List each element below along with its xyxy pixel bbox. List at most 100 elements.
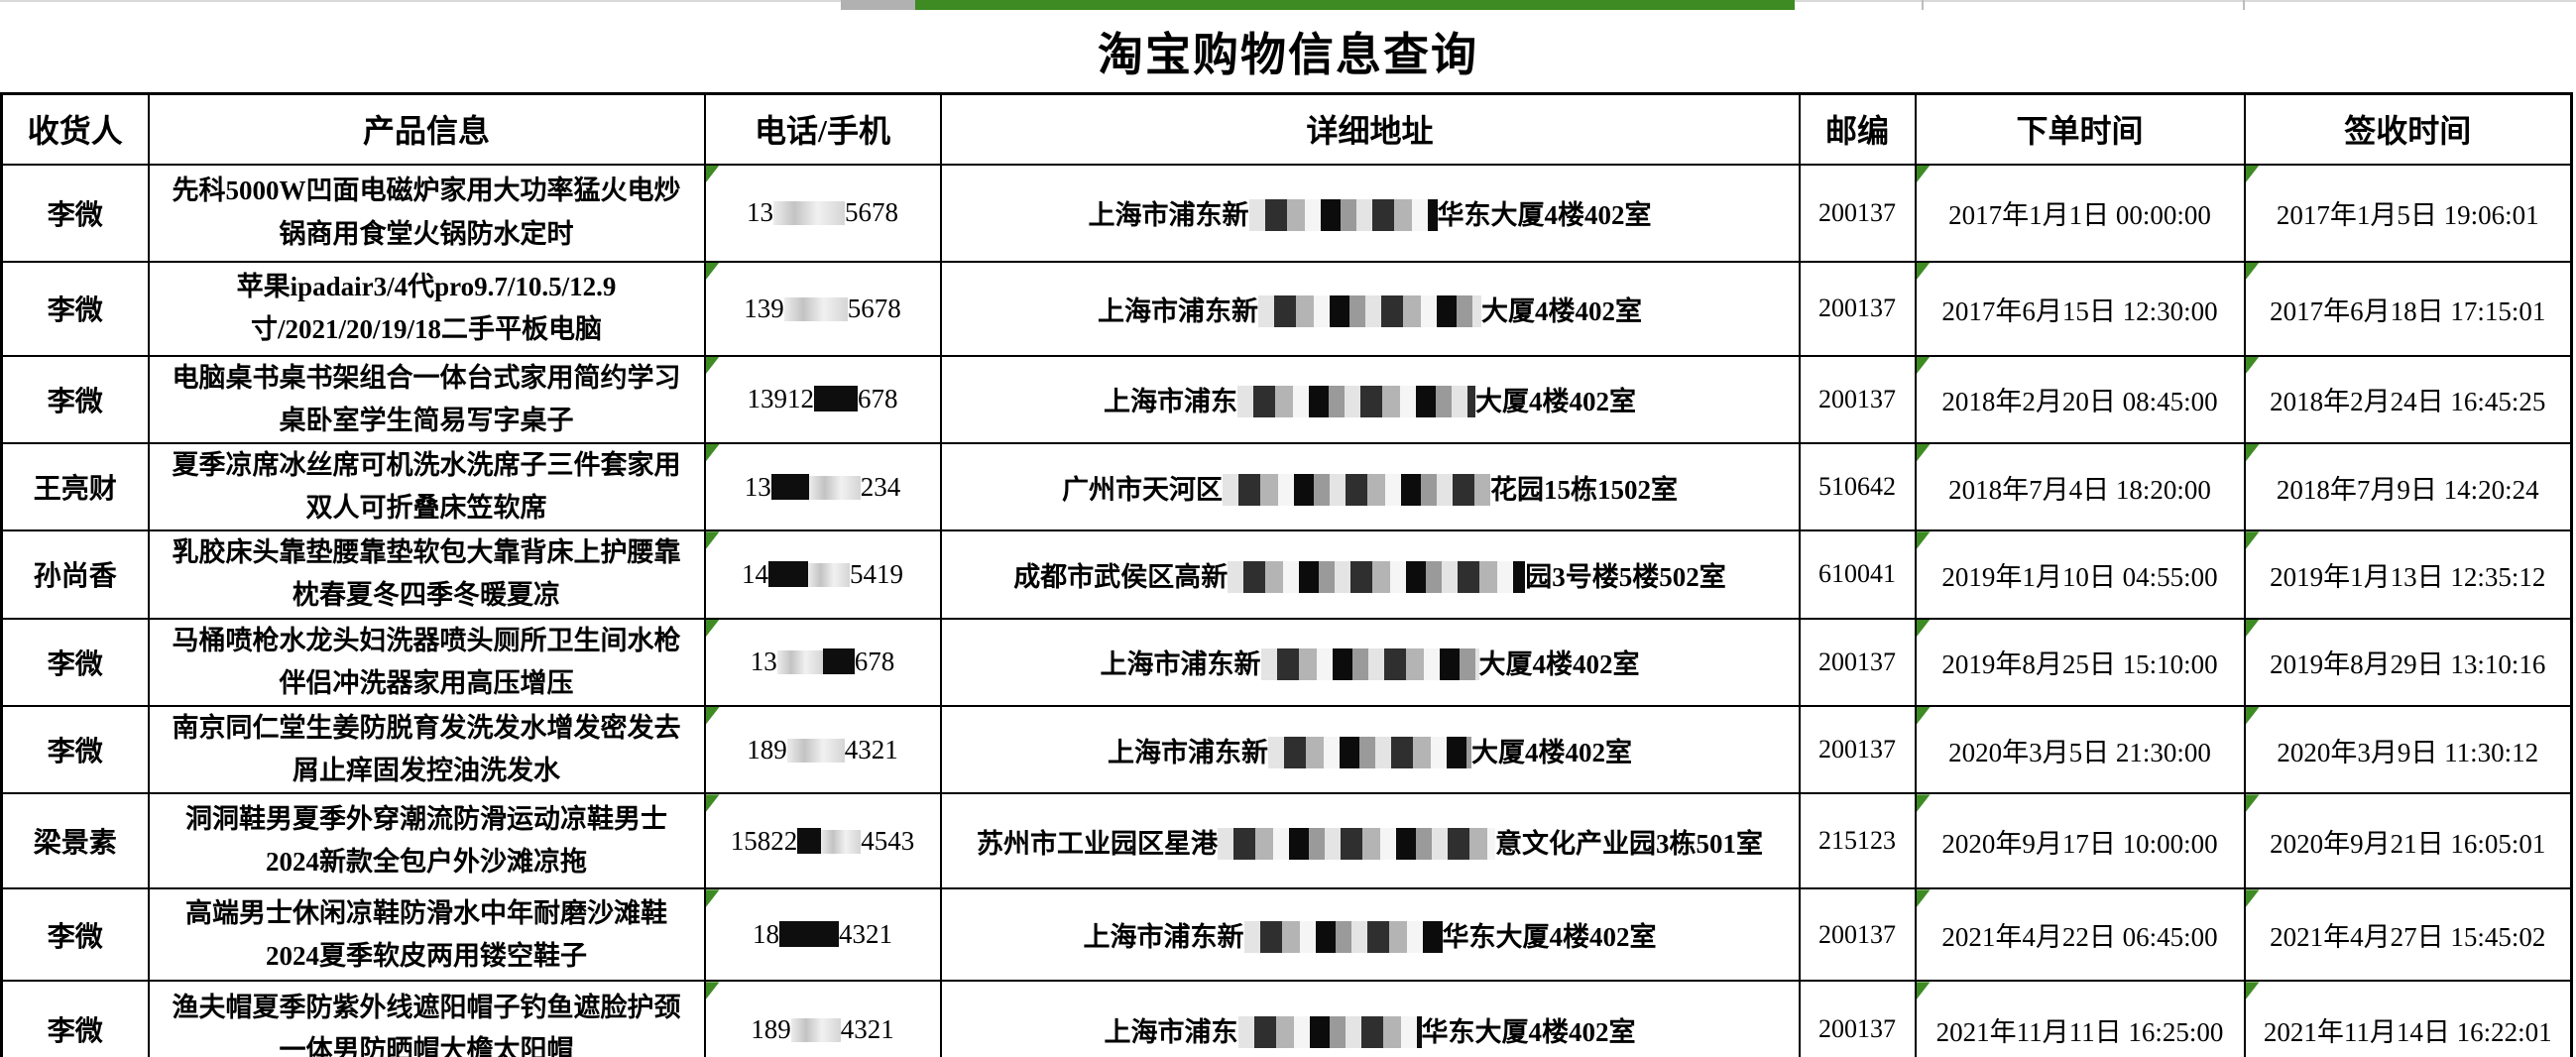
cell-name[interactable]: 孙尚香 <box>0 529 150 620</box>
green-triangle-icon <box>706 708 720 725</box>
cell-address[interactable]: 上海市浦东新 华东大厦4楼402室 <box>939 163 1801 263</box>
cell-sign[interactable]: 2018年2月24日 16:45:25 <box>2243 354 2573 444</box>
cell-sign[interactable]: 2021年11月14日 16:22:01 <box>2243 980 2573 1057</box>
cell-order[interactable]: 2017年6月15日 12:30:00 <box>1914 260 2246 357</box>
cell-sign[interactable]: 2021年4月27日 15:45:02 <box>2243 887 2573 983</box>
cell-product[interactable]: 电脑桌书桌书架组合一体台式家用简约学习桌卧室学生简易写字桌子 <box>147 354 706 444</box>
cell-address[interactable]: 上海市浦东 华东大厦4楼402室 <box>939 980 1801 1057</box>
title-row: 淘宝购物信息查询 <box>0 10 2576 92</box>
cell-address[interactable]: 上海市浦东 大厦4楼402室 <box>939 354 1801 444</box>
cell-order[interactable]: 2018年2月20日 08:45:00 <box>1914 354 2246 444</box>
green-triangle-icon <box>2246 532 2260 550</box>
cell-phone[interactable]: 13 678 <box>703 617 942 708</box>
cell-zip[interactable]: 200137 <box>1798 354 1917 444</box>
cell-order[interactable]: 2020年3月5日 21:30:00 <box>1914 704 2246 795</box>
cell-phone[interactable]: 139 5678 <box>703 260 942 357</box>
table-wrapper: 收货人 产品信息 电话/手机 详细地址 邮编 下单时间 签收时间 李微 先科5000W凹面电磁… <box>0 92 2576 1057</box>
cell-order[interactable]: 2017年1月1日 00:00:00 <box>1914 163 2246 263</box>
cell-address[interactable]: 上海市浦东新 大厦4楼402室 <box>939 260 1801 357</box>
cell-phone[interactable]: 18 4321 <box>703 887 942 983</box>
cell-zip[interactable]: 200137 <box>1798 704 1917 795</box>
cell-phone[interactable]: 13 234 <box>703 441 942 532</box>
redacted-block <box>797 827 822 854</box>
cell-phone[interactable]: 13912 678 <box>703 354 942 444</box>
cell-product[interactable]: 先科5000W凹面电磁炉家用大功率猛火电炒锅商用食堂火锅防水定时 <box>147 163 706 263</box>
green-triangle-icon <box>1917 444 1931 462</box>
top-strip <box>0 0 2576 10</box>
cell-order[interactable]: 2018年7月4日 18:20:00 <box>1914 441 2246 532</box>
cell-order[interactable]: 2020年9月17日 10:00:00 <box>1914 792 2246 890</box>
cell-address[interactable]: 广州市天河区 花园15栋1502室 <box>939 441 1801 532</box>
cell-product[interactable]: 夏季凉席冰丝席可机洗水洗席子三件套家用双人可折叠床笠软席 <box>147 441 706 532</box>
green-triangle-icon <box>2246 708 2260 725</box>
cell-phone[interactable]: 13 5678 <box>703 163 942 263</box>
cell-product[interactable]: 洞洞鞋男夏季外穿潮流防滑运动凉鞋男士2024新款全包户外沙滩凉拖 <box>147 792 706 890</box>
redacted-block <box>1258 294 1481 327</box>
cell-name[interactable]: 王亮财 <box>0 441 150 532</box>
visible-text: 139 <box>744 293 784 323</box>
cell-phone[interactable]: 14 5419 <box>703 529 942 620</box>
cell-product[interactable]: 马桶喷枪水龙头妇洗器喷头厕所卫生间水枪伴侣冲洗器家用高压增压 <box>147 617 706 708</box>
green-triangle-icon <box>1917 620 1931 638</box>
cell-product[interactable]: 苹果ipadair3/4代pro9.7/10.5/12.9寸/2021/20/1… <box>147 260 706 357</box>
cell-address[interactable]: 上海市浦东新 大厦4楼402室 <box>939 617 1801 708</box>
cell-order[interactable]: 2021年11月11日 16:25:00 <box>1914 980 2246 1057</box>
cell-address[interactable]: 苏州市工业园区星港 意文化产业园3栋501室 <box>939 792 1801 890</box>
top-green-bar <box>915 0 1795 10</box>
cell-sign[interactable]: 2020年9月21日 16:05:01 <box>2243 792 2573 890</box>
cell-zip[interactable]: 510642 <box>1798 441 1917 532</box>
cell-sign[interactable]: 2020年3月9日 11:30:12 <box>2243 704 2573 795</box>
cell-phone[interactable]: 189 4321 <box>703 704 942 795</box>
cell-name[interactable]: 李微 <box>0 704 150 795</box>
top-gray-block <box>841 0 915 10</box>
cell-product[interactable]: 渔夫帽夏季防紫外线遮阳帽子钓鱼遮脸护颈一体男防晒帽大檐太阳帽 <box>147 980 706 1057</box>
cell-phone[interactable]: 15822 4543 <box>703 792 942 890</box>
cell-sign[interactable]: 2018年7月9日 14:20:24 <box>2243 441 2573 532</box>
cell-zip[interactable]: 200137 <box>1798 260 1917 357</box>
visible-text: 广州市天河区 <box>1062 474 1223 505</box>
cell-address[interactable]: 成都市武侯区高新 园3号楼5楼502室 <box>939 529 1801 620</box>
cell-name[interactable]: 李微 <box>0 163 150 263</box>
header-product: 产品信息 <box>147 92 706 166</box>
cell-sign[interactable]: 2019年1月13日 12:35:12 <box>2243 529 2573 620</box>
cell-name[interactable]: 李微 <box>0 260 150 357</box>
cell-order[interactable]: 2019年8月25日 15:10:00 <box>1914 617 2246 708</box>
cell-zip[interactable]: 200137 <box>1798 163 1917 263</box>
green-triangle-icon <box>1917 166 1931 183</box>
header-zip: 邮编 <box>1798 92 1917 166</box>
visible-text: 13 <box>747 197 773 227</box>
visible-text: 678 <box>858 384 898 414</box>
cell-sign[interactable]: 2017年6月18日 17:15:01 <box>2243 260 2573 357</box>
green-triangle-icon <box>1917 357 1931 375</box>
cell-product[interactable]: 南京同仁堂生姜防脱育发洗发水增发密发去屑止痒固发控油洗发水 <box>147 704 706 795</box>
redacted-block <box>822 648 855 675</box>
cell-address[interactable]: 上海市浦东新 大厦4楼402室 <box>939 704 1801 795</box>
green-triangle-icon <box>2246 166 2260 183</box>
cell-address[interactable]: 上海市浦东新 华东大厦4楼402室 <box>939 887 1801 983</box>
header-name: 收货人 <box>0 92 150 166</box>
green-triangle-icon <box>2246 890 2260 908</box>
green-triangle-icon <box>706 357 720 375</box>
cell-product[interactable]: 高端男士休闲凉鞋防滑水中年耐磨沙滩鞋2024夏季软皮两用镂空鞋子 <box>147 887 706 983</box>
green-triangle-icon <box>706 620 720 638</box>
cell-order[interactable]: 2021年4月22日 06:45:00 <box>1914 887 2246 983</box>
cell-zip[interactable]: 200137 <box>1798 887 1917 983</box>
cell-zip[interactable]: 610041 <box>1798 529 1917 620</box>
cell-zip[interactable]: 200137 <box>1798 980 1917 1057</box>
visible-text: 苏州市工业园区星港 <box>977 828 1218 859</box>
cell-order[interactable]: 2019年1月10日 04:55:00 <box>1914 529 2246 620</box>
cell-phone[interactable]: 189 4321 <box>703 980 942 1057</box>
visible-text: 大厦4楼402室 <box>1471 737 1632 767</box>
cell-product[interactable]: 乳胶床头靠垫腰靠垫软包大靠背床上护腰靠枕春夏冬四季冬暖夏凉 <box>147 529 706 620</box>
cell-zip[interactable]: 200137 <box>1798 617 1917 708</box>
cell-name[interactable]: 梁景素 <box>0 792 150 890</box>
cell-name[interactable]: 李微 <box>0 354 150 444</box>
cell-name[interactable]: 李微 <box>0 980 150 1057</box>
visible-text: 234 <box>860 471 901 502</box>
cell-zip[interactable]: 215123 <box>1798 792 1917 890</box>
cell-sign[interactable]: 2019年8月29日 13:10:16 <box>2243 617 2573 708</box>
cell-sign[interactable]: 2017年1月5日 19:06:01 <box>2243 163 2573 263</box>
cell-name[interactable]: 李微 <box>0 617 150 708</box>
cell-name[interactable]: 李微 <box>0 887 150 983</box>
table-row: 梁景素 洞洞鞋男夏季外穿潮流防滑运动凉鞋男士2024新款全包户外沙滩凉拖 15822… <box>0 792 2573 890</box>
